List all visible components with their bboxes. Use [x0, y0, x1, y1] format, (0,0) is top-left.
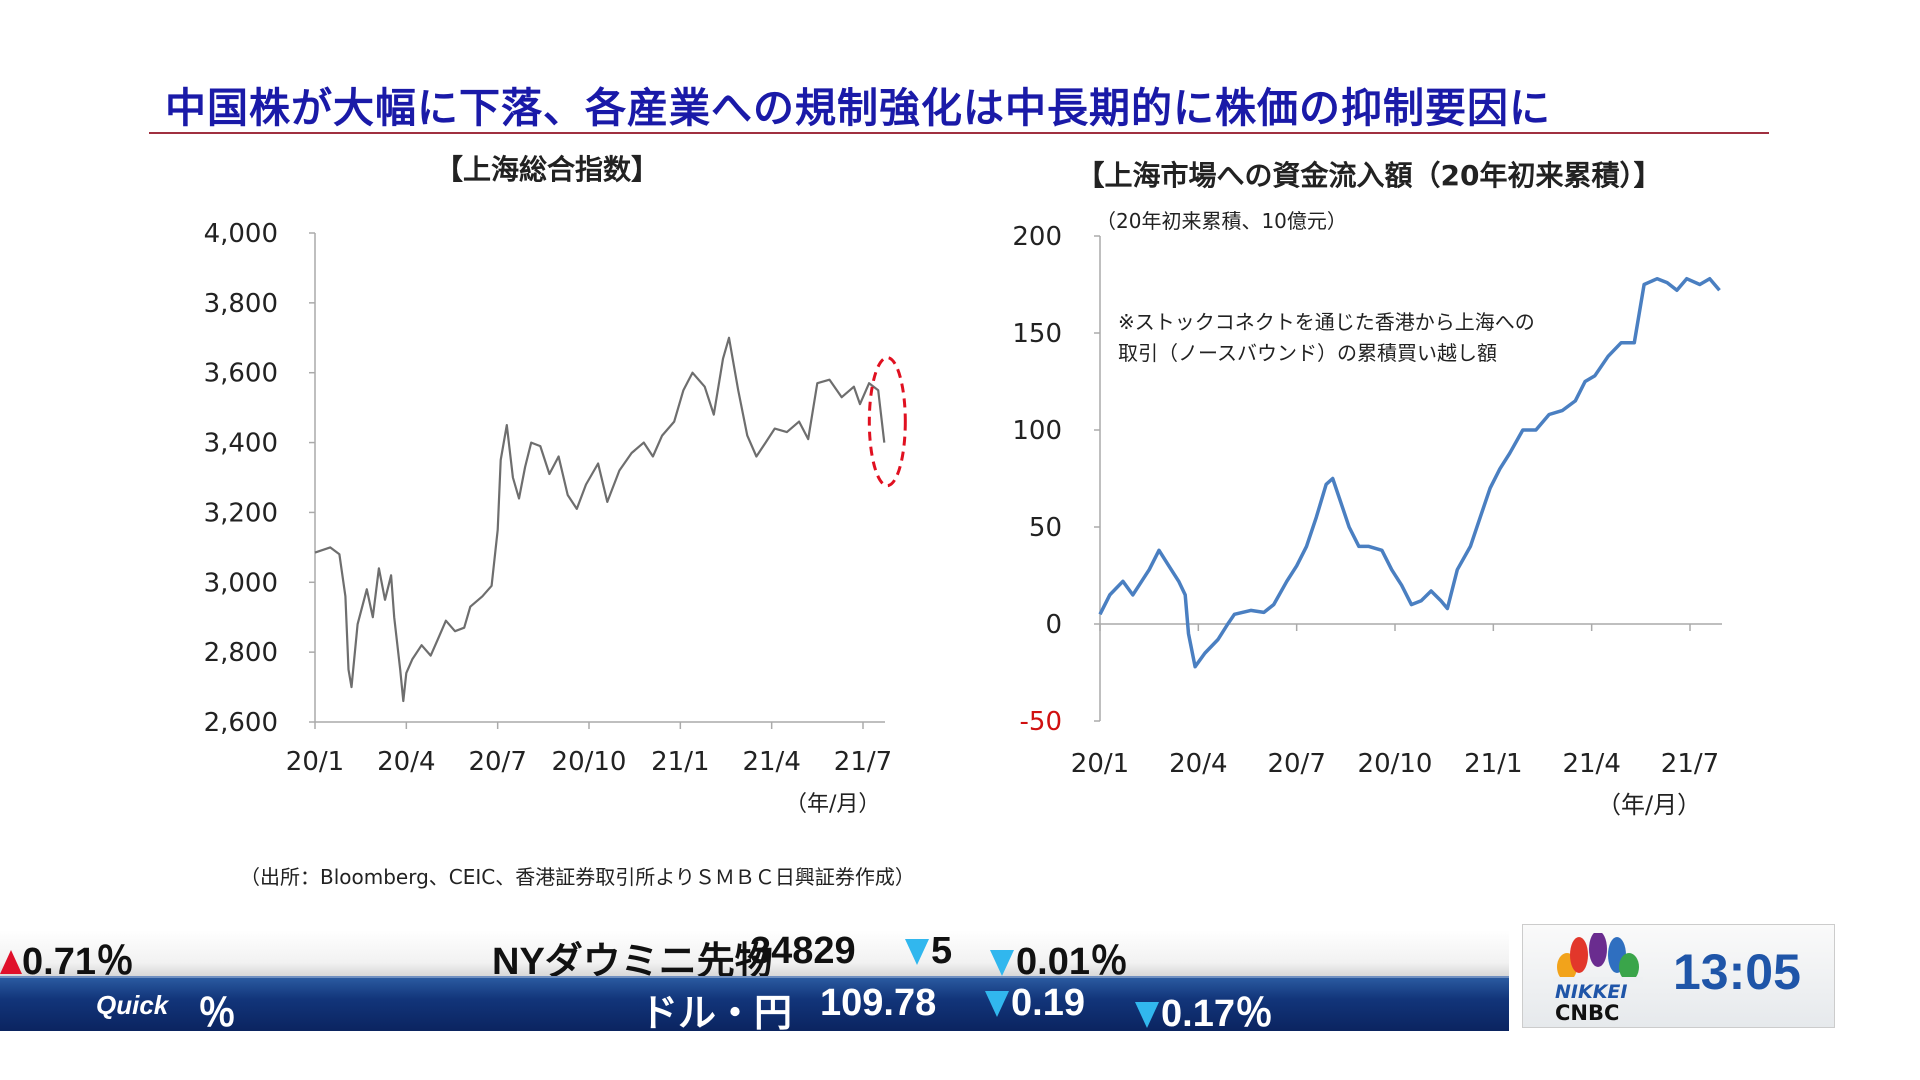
logo-nikkei: NIKKEI	[1555, 981, 1628, 1003]
right-x-tick-label: 21/4	[1562, 749, 1620, 779]
left-y-tick-label: 2,800	[204, 638, 278, 668]
right-chart-title: 【上海市場への資金流入額（20年初来累積）】	[1076, 159, 1662, 192]
left-x-tick-label: 20/4	[377, 747, 435, 777]
right-x-tick-label: 20/4	[1169, 749, 1227, 779]
left-x-tick-label: 20/1	[286, 747, 344, 777]
right-x-tick-label: 21/1	[1464, 749, 1522, 779]
right-chart-subtitle: （20年初来累積、10億元）	[1096, 209, 1347, 233]
ticker-top-change: 5	[905, 930, 952, 973]
left-y-tick-label: 2,600	[204, 708, 278, 738]
right-x-tick-label: 20/1	[1071, 749, 1129, 779]
left-chart-title: 【上海総合指数】	[434, 153, 660, 186]
down-triangle-icon	[985, 991, 1009, 1017]
left-x-tick-label: 21/1	[651, 747, 709, 777]
down-triangle-icon	[1135, 1002, 1159, 1028]
ticker-bottom-value: 109.78	[820, 982, 937, 1024]
right-y-tick-label: 100	[1012, 416, 1062, 446]
ticker-top-row: 0.71％ NYダウミニ先物 34829 5 0.01％	[0, 930, 1509, 983]
left-y-tick-label: 4,000	[204, 219, 278, 249]
right-x-tick-label: 20/7	[1267, 749, 1325, 779]
ticker-top-value: 34829	[750, 930, 856, 972]
up-triangle-icon	[0, 950, 22, 974]
peacock-icon	[1553, 933, 1643, 983]
ticker-bottom-row: Quick ％ ドル・円 109.78 0.19 0.17％	[0, 976, 1509, 1035]
quick-brand: Quick	[96, 990, 169, 1020]
down-triangle-icon	[905, 939, 929, 965]
right-y-tick-label: -50	[1020, 707, 1062, 737]
channel-logo-box: NIKKEI CNBC 13:05	[1522, 924, 1835, 1028]
left-y-tick-label: 3,800	[204, 289, 278, 319]
left-x-tick-label: 21/7	[834, 747, 892, 777]
right-y-tick-label: 50	[1029, 513, 1062, 543]
ticker-bottom-pct-label: ％	[198, 993, 237, 1035]
ticker-bottom-pct-value: 0.17％	[1161, 993, 1273, 1035]
left-x-tick-label: 21/4	[742, 747, 800, 777]
slide-title: 中国株が大幅に下落、各産業への規制強化は中長期的に株価の抑制要因に	[165, 84, 1551, 132]
left-y-tick-label: 3,400	[204, 429, 278, 459]
right-y-tick-label: 0	[1045, 610, 1062, 640]
right-x-tick-label: 21/7	[1661, 749, 1719, 779]
left-y-tick-label: 3,600	[204, 359, 278, 389]
left-y-tick-label: 3,000	[204, 568, 278, 598]
right-chart-annotation-line2: 取引（ノースバウンド）の累積買い越し額	[1118, 341, 1497, 365]
clock: 13:05	[1673, 944, 1801, 1000]
left-x-tick-label: 20/10	[552, 747, 627, 777]
ticker-bottom-pct: 0.17％	[1135, 982, 1273, 1037]
charts-canvas: 4,000 3,800 3,600 3,400 3,200 3,000 2,800 2,600…	[204, 219, 1722, 779]
right-x-unit: （年/月）	[1597, 791, 1702, 819]
ticker-bottom-change: 0.19	[985, 982, 1085, 1025]
right-x-tick-label: 20/10	[1358, 749, 1433, 779]
right-series-line	[1098, 276, 1721, 669]
down-triangle-icon	[990, 950, 1014, 976]
highlight-ellipse	[867, 356, 907, 488]
right-chart-annotation-line1: ※ストックコネクトを通じた香港から上海への	[1118, 310, 1535, 334]
ticker-bottom-name: ドル・円	[640, 993, 793, 1035]
source-note: （出所：Bloomberg、CEIC、香港証券取引所よりＳＭＢＣ日興証券作成）	[240, 865, 915, 889]
left-x-unit: （年/月）	[785, 792, 881, 817]
right-y-tick-label: 200	[1012, 222, 1062, 252]
logo-cnbc: CNBC	[1555, 1001, 1620, 1025]
ticker-bottom-change-value: 0.19	[1011, 982, 1085, 1024]
right-y-tick-label: 150	[1012, 319, 1062, 349]
ticker-top-change-value: 5	[931, 930, 953, 972]
left-x-tick-label: 20/7	[468, 747, 526, 777]
left-y-tick-label: 3,200	[204, 498, 278, 528]
left-series-line	[314, 336, 886, 703]
title-divider	[149, 132, 1769, 134]
